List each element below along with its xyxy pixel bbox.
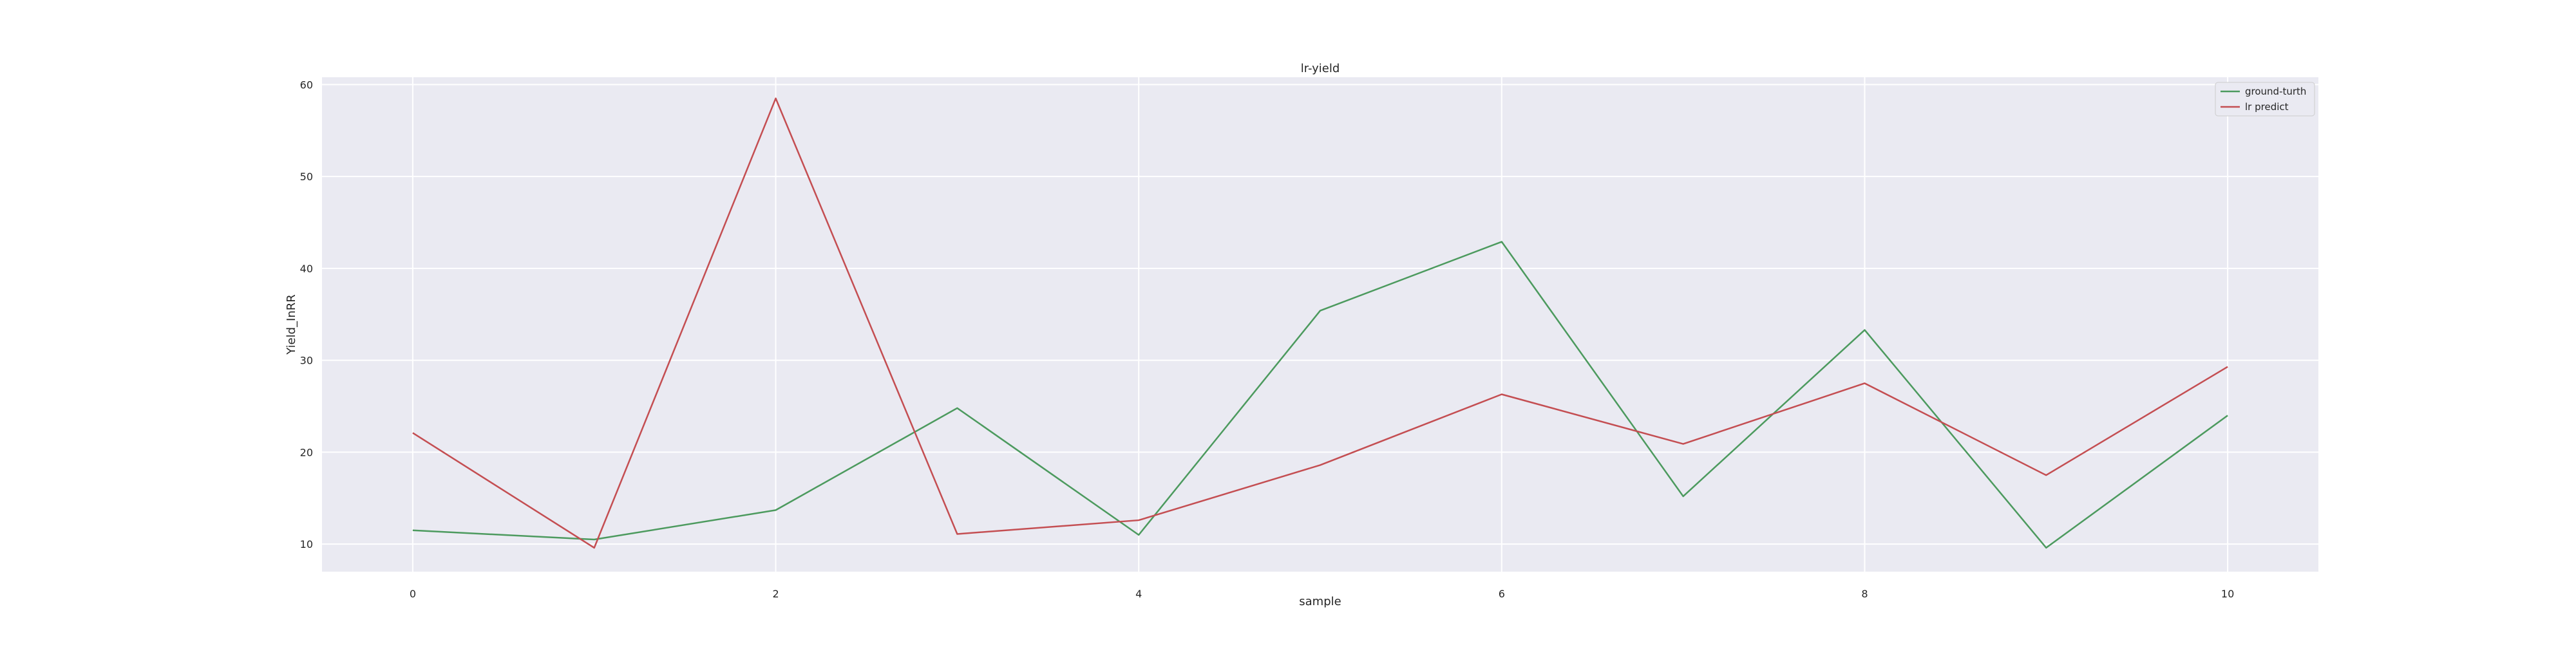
legend-label-lr-predict: lr predict [2245, 101, 2289, 113]
x-axis-label: sample [1299, 595, 1341, 608]
y-tick-label: 60 [300, 79, 313, 91]
x-tick-label: 8 [1861, 588, 1868, 600]
series-line-lr-predict [412, 97, 2228, 549]
y-tick-label: 10 [300, 538, 313, 550]
plot-area [322, 77, 2318, 572]
y-tick-label: 40 [300, 263, 313, 275]
legend-box [2215, 82, 2315, 117]
chart-title: lr-yield [1301, 62, 1340, 75]
series-layer [412, 97, 2228, 549]
y-tick-label: 50 [300, 171, 313, 183]
legend: ground-turth lr predict [2215, 82, 2315, 117]
y-axis-label: Yield_InRR [285, 294, 298, 355]
x-tick-label: 0 [410, 588, 416, 600]
tick-labels: 0 2 4 6 8 10 10 20 30 40 50 60 [300, 79, 2235, 600]
grid [322, 77, 2318, 572]
y-tick-label: 30 [300, 355, 313, 367]
x-tick-label: 10 [2221, 588, 2234, 600]
legend-label-ground-turth: ground-turth [2245, 86, 2306, 97]
x-tick-label: 4 [1135, 588, 1142, 600]
x-tick-label: 6 [1499, 588, 1505, 600]
series-line-ground-turth [412, 241, 2228, 549]
x-tick-label: 2 [772, 588, 779, 600]
y-tick-label: 20 [300, 446, 313, 458]
